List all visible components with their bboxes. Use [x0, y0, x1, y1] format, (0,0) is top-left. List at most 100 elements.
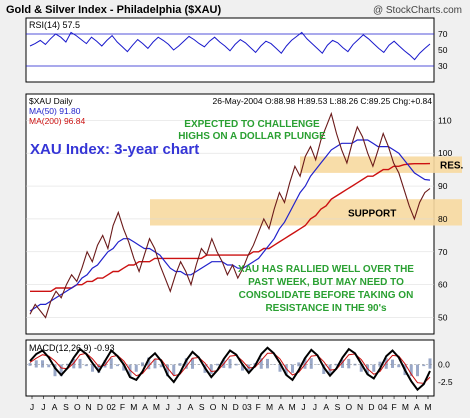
x-tick-label: 02 — [106, 402, 116, 412]
rsi-tick-label: 50 — [438, 45, 448, 55]
macd-hist-bar — [341, 359, 344, 368]
macd-hist-bar — [166, 364, 169, 377]
macd-hist-bar — [409, 364, 413, 377]
macd-line — [29, 346, 431, 392]
note-rally-line-2: PAST WEEK, BUT MAY NEED TO — [248, 277, 404, 288]
macd-hist-bar — [59, 364, 63, 377]
note-rally-line-3: CONSOLIDATE BEFORE TAKING ON — [239, 290, 414, 301]
x-tick-label: A — [323, 402, 329, 412]
macd-hist-bar — [322, 364, 326, 374]
x-tick-label: J — [301, 402, 305, 412]
resistance-band — [300, 156, 462, 173]
chart-heading: XAU Index: 3-year chart — [30, 141, 199, 158]
macd-hist-bar — [422, 364, 426, 367]
macd-hist-bar — [291, 364, 294, 373]
rsi-line — [29, 31, 431, 61]
chart-title: Gold & Silver Index - Philadelphia ($XAU… — [6, 4, 221, 16]
rsi-label: RSI(14) 57.5 — [29, 20, 80, 30]
macd-hist-bar — [109, 358, 113, 369]
note-rally-line-4: RESISTANCE IN THE 90's — [265, 303, 387, 314]
x-tick-label: J — [30, 402, 34, 412]
x-tick-label: F — [256, 402, 261, 412]
macd-hist-bar — [97, 364, 101, 373]
macd-hist-bar — [234, 363, 238, 366]
support-band — [150, 199, 462, 226]
rsi-panel: RSI(14) 57.5 70 50 30 — [25, 17, 448, 83]
resistance-band-label: RES. — [440, 161, 464, 172]
macd-hist-bar — [347, 358, 351, 369]
macd-hist-bar — [103, 360, 107, 368]
x-tick-label: N — [357, 402, 363, 412]
macd-hist-bar — [391, 359, 394, 368]
macd-hist-bar — [172, 364, 176, 376]
macd-hist-bar — [309, 358, 313, 369]
macd-hist-bar — [334, 363, 338, 366]
legend-ma50: MA(50) 91.80 — [29, 106, 81, 116]
macd-hist-bar — [216, 363, 219, 366]
macd-hist-bar — [116, 364, 119, 367]
macd-hist-bar — [266, 358, 269, 369]
macd-hist-bar — [278, 364, 282, 372]
macd-hist-bar — [47, 364, 51, 368]
price-line — [29, 111, 431, 319]
x-tick-label: S — [335, 402, 341, 412]
x-tick-label: J — [313, 402, 317, 412]
note-rally-line-1: XAU HAS RALLIED WELL OVER THE — [238, 264, 414, 275]
macd-hist-bar — [359, 364, 363, 372]
macd-hist-bar — [134, 364, 138, 372]
x-tick-label: D — [368, 402, 374, 412]
macd-hist-bar — [147, 357, 151, 370]
macd-hist-bar — [272, 364, 276, 365]
x-tick-label: J — [166, 402, 170, 412]
price-tick-label: 60 — [438, 280, 448, 290]
x-tick-label: J — [177, 402, 181, 412]
macd-signal-line — [29, 352, 431, 384]
price-tick-label: 80 — [438, 214, 448, 224]
macd-hist-bar — [209, 364, 213, 374]
macd-hist-bar — [284, 364, 288, 376]
support-band-label: SUPPORT — [348, 208, 396, 219]
macd-hist-bar — [122, 364, 126, 371]
macd-hist-bar — [228, 358, 232, 369]
macd-hist-bar — [316, 364, 319, 365]
note-expected-line-2: HIGHS ON A DOLLAR PLUNGE — [178, 131, 326, 142]
macd-hist-bar — [184, 358, 188, 369]
macd-hist-bar — [84, 364, 88, 367]
macd-hist-bar — [53, 364, 57, 377]
price-tick-label: 110 — [438, 115, 452, 125]
x-tick-label: F — [391, 402, 396, 412]
macd-hist-bar — [153, 358, 157, 369]
macd-label: MACD(12,26,9) -0.93 — [29, 343, 115, 353]
price-tick-label: 50 — [438, 313, 448, 323]
macd-hist-bar — [428, 358, 432, 369]
quote-line: 26-May-2004 O:88.98 H:89.53 L:88.26 C:89… — [213, 96, 433, 106]
macd-tick-label: 0.0 — [438, 360, 450, 370]
macd-hist-bar — [247, 364, 251, 373]
x-tick-label: F — [120, 402, 125, 412]
macd-hist-bar — [328, 364, 332, 374]
macd-panel: MACD(12,26,9) -0.93 0.0 -2.5 — [25, 339, 453, 397]
watermark: @ StockCharts.com — [373, 5, 462, 16]
x-tick-label: M — [402, 402, 409, 412]
x-tick-label: M — [130, 402, 137, 412]
macd-hist-bar — [34, 360, 38, 368]
x-tick-label: M — [266, 402, 273, 412]
x-tick-label: S — [63, 402, 69, 412]
x-tick-label: 03 — [242, 402, 252, 412]
rsi-tick-label: 30 — [438, 61, 448, 71]
x-tick-label: O — [345, 402, 352, 412]
macd-hist-bar — [397, 364, 401, 368]
macd-hist-bar — [372, 364, 376, 372]
rsi-tick-label: 70 — [438, 29, 448, 39]
macd-hist-bar — [259, 358, 263, 369]
x-tick-label: M — [153, 402, 160, 412]
x-tick-label: A — [414, 402, 420, 412]
macd-hist-bar — [384, 358, 388, 369]
macd-tick-label: -2.5 — [438, 377, 453, 387]
price-tick-label: 90 — [438, 181, 448, 191]
x-tick-label: O — [74, 402, 81, 412]
macd-hist-bar — [378, 361, 382, 367]
macd-hist-bar — [191, 358, 194, 369]
x-axis: J J A S O N D 02 F M A M J J A S O N D 03 F M A M J J A S O N D 04 F M A M — [30, 396, 432, 412]
